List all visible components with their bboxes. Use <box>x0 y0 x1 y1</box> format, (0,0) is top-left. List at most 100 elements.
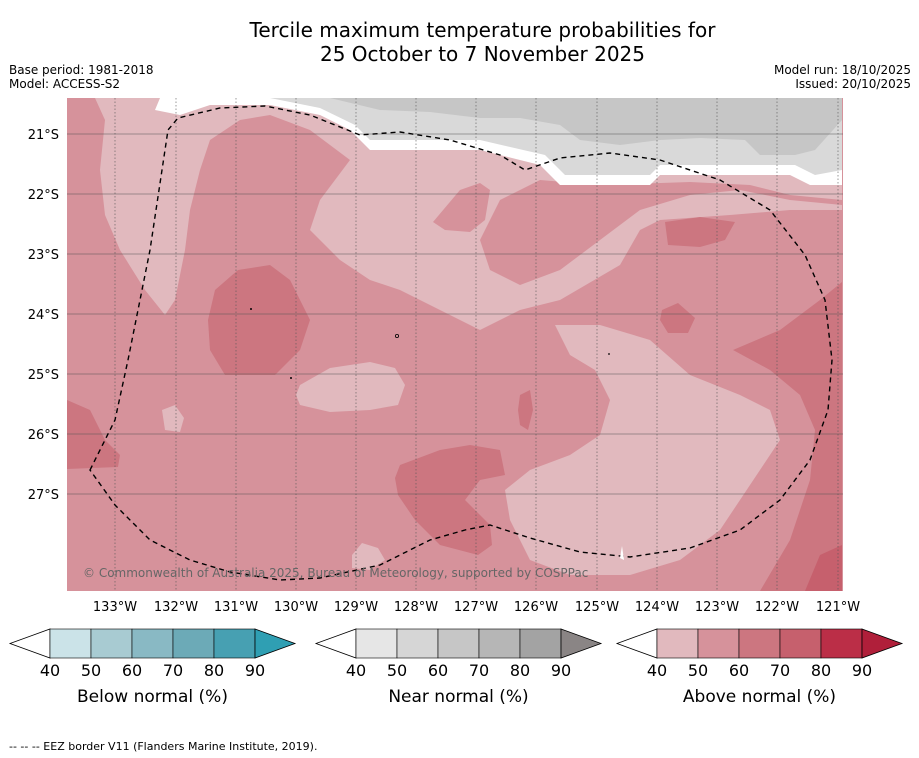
island-marker <box>394 333 399 338</box>
meta-right: Model run: 18/10/2025 Issued: 20/10/2025 <box>774 63 911 91</box>
colorbar-tick: 70 <box>770 661 790 680</box>
field-above-60-pocket <box>433 183 490 232</box>
field-above-50-west <box>162 405 184 432</box>
field-above-50-east <box>505 325 780 575</box>
colorbar-tick: 40 <box>40 661 60 680</box>
footer-note: -- -- -- EEZ border V11 (Flanders Marine… <box>9 740 318 753</box>
field-above-80-corner <box>805 545 842 591</box>
lon-label: 122°W <box>755 600 799 615</box>
colorbar-segment <box>738 628 781 659</box>
lon-label: 125°W <box>575 600 619 615</box>
colorbar-min-extend <box>8 628 51 659</box>
colorbar-min-extend <box>615 628 658 659</box>
colorbar-segment <box>131 628 174 659</box>
colorbar-tick: 50 <box>81 661 101 680</box>
colorbar-tick: 90 <box>551 661 571 680</box>
colorbar-segment <box>697 628 740 659</box>
colorbar-tick: 90 <box>245 661 265 680</box>
colorbar-tick: 90 <box>852 661 872 680</box>
colorbar-segment <box>172 628 215 659</box>
island-marker <box>290 377 292 379</box>
colorbar-tick: 60 <box>122 661 142 680</box>
meta-left: Base period: 1981-2018 Model: ACCESS-S2 <box>9 63 154 91</box>
field-above-70-spot <box>518 390 533 430</box>
colorbar-tick: 60 <box>428 661 448 680</box>
colorbar-tick: 80 <box>510 661 530 680</box>
lon-label: 127°W <box>454 600 498 615</box>
field-above-70-far-east <box>733 282 842 591</box>
field-above-70-far-west <box>67 400 120 469</box>
lon-label: 128°W <box>394 600 438 615</box>
lon-label: 130°W <box>274 600 318 615</box>
lon-label: 123°W <box>695 600 739 615</box>
colorbar-tick: 40 <box>647 661 667 680</box>
colorbar-tick: 70 <box>469 661 489 680</box>
title-line-1: Tercile maximum temperature probabilitie… <box>249 18 716 42</box>
lat-label: 21°S <box>28 128 59 143</box>
title-line-2: 25 October to 7 November 2025 <box>319 42 646 66</box>
lat-label: 26°S <box>28 428 59 443</box>
island-marker <box>608 353 610 355</box>
lat-label: 24°S <box>28 308 59 323</box>
colorbar-1: 40 50 60 70 80 90 Below normal (%) <box>8 628 297 707</box>
colorbar-segment <box>49 628 92 659</box>
lon-label: 129°W <box>334 600 378 615</box>
field-above-70-south <box>395 445 505 555</box>
colorbar-max-extend <box>560 628 603 659</box>
colorbar-segment <box>519 628 562 659</box>
colorbar-segment <box>779 628 822 659</box>
colorbar-segment <box>478 628 521 659</box>
grid-latitude <box>67 133 843 495</box>
field-above-70-east <box>665 217 735 247</box>
lon-label: 121°W <box>816 600 860 615</box>
lat-label: 27°S <box>28 488 59 503</box>
lon-label: 133°W <box>93 600 137 615</box>
colorbar-tick: 40 <box>346 661 366 680</box>
field-above-50-center <box>296 362 405 412</box>
field-above-50-south <box>352 543 385 570</box>
colorbar-3: 40 50 60 70 80 90 Above normal (%) <box>615 628 904 707</box>
colorbar-legends: 40 50 60 70 80 90 Below normal (%) 40 50 60 70 80 90… <box>8 628 904 707</box>
lon-label: 124°W <box>635 600 679 615</box>
colorbar-label: Above normal (%) <box>683 687 836 707</box>
lat-label: 25°S <box>28 368 59 383</box>
lat-label: 23°S <box>28 248 59 263</box>
grid-longitude <box>114 98 839 591</box>
model-run: Model run: 18/10/2025 <box>773 63 911 77</box>
lon-label: 132°W <box>154 600 198 615</box>
issued-date: Issued: 20/10/2025 <box>795 77 911 91</box>
map-title: Tercile maximum temperature probabilitie… <box>0 18 919 66</box>
island-marker <box>250 308 252 310</box>
lon-label: 126°W <box>514 600 558 615</box>
base-period: Base period: 1981-2018 <box>9 63 154 77</box>
copyright-text: © Commonwealth of Australia 2025, Bureau… <box>83 566 588 580</box>
colorbar-segment <box>90 628 133 659</box>
colorbar-tick: 80 <box>204 661 224 680</box>
colorbar-label: Below normal (%) <box>77 687 228 707</box>
latitude-labels: 21°S 22°S 23°S 24°S 25°S 26°S 27°S <box>28 128 59 503</box>
colorbar-tick: 50 <box>387 661 407 680</box>
eez-border <box>89 105 833 581</box>
colorbar-tick: 60 <box>729 661 749 680</box>
colorbar-min-extend <box>314 628 357 659</box>
lat-label: 22°S <box>28 188 59 203</box>
colorbar-tick: 50 <box>688 661 708 680</box>
colorbar-max-extend <box>861 628 904 659</box>
colorbar-tick: 80 <box>811 661 831 680</box>
colorbar-label: Near normal (%) <box>388 687 528 707</box>
colorbar-2: 40 50 60 70 80 90 Near normal (%) <box>314 628 603 707</box>
colorbar-segment <box>820 628 863 659</box>
field-above-70-east-small <box>660 303 695 333</box>
model-name: Model: ACCESS-S2 <box>9 77 121 91</box>
colorbar-segment <box>213 628 256 659</box>
probability-field <box>67 98 843 591</box>
colorbar-segment <box>396 628 439 659</box>
lon-label: 131°W <box>214 600 258 615</box>
colorbar-segment <box>656 628 699 659</box>
island-shape <box>620 546 624 560</box>
field-above-70-west <box>208 265 310 375</box>
colorbar-segment <box>437 628 480 659</box>
longitude-labels: 133°W 132°W 131°W 130°W 129°W 128°W 127°… <box>93 600 860 615</box>
colorbar-segment <box>355 628 398 659</box>
